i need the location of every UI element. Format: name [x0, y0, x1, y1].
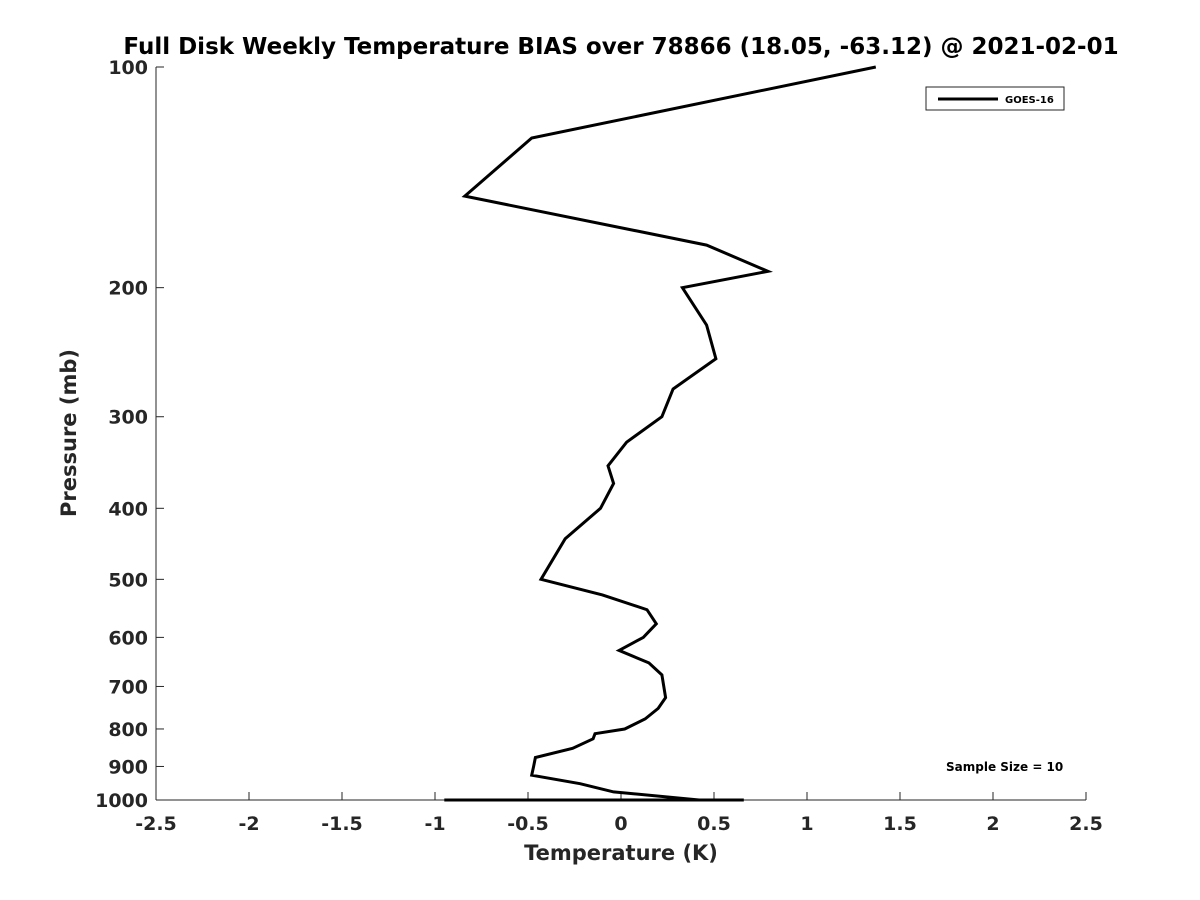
x-tick-label: 0.5 — [697, 813, 731, 835]
y-tick-label: 700 — [108, 676, 148, 698]
x-tick-label: 2.5 — [1069, 813, 1103, 835]
x-tick-label: 0 — [614, 813, 627, 835]
y-tick-label: 1000 — [95, 790, 148, 812]
y-tick-label: 400 — [108, 498, 148, 520]
x-tick-label: -0.5 — [507, 813, 549, 835]
series-layer — [444, 65, 877, 802]
y-tick-label: 800 — [108, 719, 148, 741]
x-tick-label: -2.5 — [135, 813, 177, 835]
y-tick-label: 200 — [108, 278, 148, 300]
x-ticks: -2.5 -2 -1.5 -1 -0.5 0 0.5 1 1.5 2 2.5 — [135, 792, 1103, 835]
plot-area — [155, 67, 1086, 801]
legend: GOES-16 — [925, 86, 1065, 111]
x-axis-label: Temperature (K) — [524, 841, 718, 865]
x-tick-label: -1 — [424, 813, 445, 835]
y-tick-label: 600 — [108, 627, 148, 649]
x-tick-label: 1 — [800, 813, 813, 835]
y-axis-label: Pressure (mb) — [57, 349, 81, 517]
x-tick-label: -1.5 — [321, 813, 363, 835]
y-tick-label: 300 — [108, 407, 148, 429]
y-ticks: 100 200 300 400 500 600 700 800 900 1000 — [95, 57, 164, 812]
series-line-goes-16 — [444, 65, 877, 802]
chart-title: Full Disk Weekly Temperature BIAS over 7… — [123, 34, 1118, 60]
y-tick-label: 900 — [108, 756, 148, 778]
legend-label-goes-16: GOES-16 — [1005, 95, 1054, 106]
x-tick-label: -2 — [238, 813, 259, 835]
x-tick-label: 1.5 — [883, 813, 917, 835]
y-tick-label: 100 — [108, 57, 148, 79]
y-tick-label: 500 — [108, 569, 148, 591]
sample-size-annotation: Sample Size = 10 — [946, 760, 1063, 774]
x-tick-label: 2 — [986, 813, 999, 835]
